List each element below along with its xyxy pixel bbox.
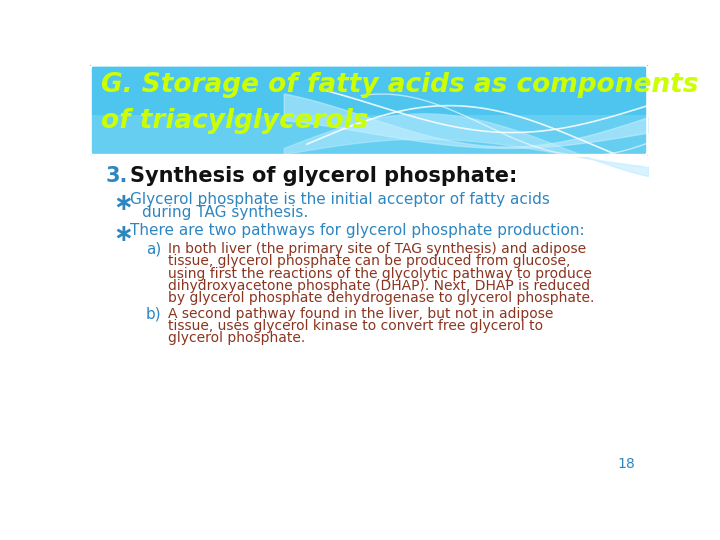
Text: ∗: ∗ xyxy=(113,222,133,246)
Text: 3.: 3. xyxy=(106,166,128,186)
Text: dihydroxyacetone phosphate (DHAP). Next, DHAP is reduced: dihydroxyacetone phosphate (DHAP). Next,… xyxy=(168,279,590,293)
Text: Synthesis of glycerol phosphate:: Synthesis of glycerol phosphate: xyxy=(130,166,518,186)
Text: 18: 18 xyxy=(618,457,636,471)
Text: by glycerol phosphate dehydrogenase to glycerol phosphate.: by glycerol phosphate dehydrogenase to g… xyxy=(168,291,594,305)
Text: using first the reactions of the glycolytic pathway to produce: using first the reactions of the glycoly… xyxy=(168,267,591,281)
Text: ∗: ∗ xyxy=(113,191,133,215)
Text: In both liver (the primary site of TAG synthesis) and adipose: In both liver (the primary site of TAG s… xyxy=(168,242,585,256)
Text: glycerol phosphate.: glycerol phosphate. xyxy=(168,331,305,345)
Text: tissue, uses glycerol kinase to convert free glycerol to: tissue, uses glycerol kinase to convert … xyxy=(168,319,543,333)
Text: G. Storage of fatty acids as components: G. Storage of fatty acids as components xyxy=(101,72,698,98)
Text: Glycerol phosphate is the initial acceptor of fatty acids: Glycerol phosphate is the initial accept… xyxy=(130,192,550,207)
Text: during TAG synthesis.: during TAG synthesis. xyxy=(142,205,308,220)
Bar xyxy=(90,65,648,156)
Text: There are two pathways for glycerol phosphate production:: There are two pathways for glycerol phos… xyxy=(130,222,585,238)
Text: A second pathway found in the liver, but not in adipose: A second pathway found in the liver, but… xyxy=(168,307,553,321)
Text: b): b) xyxy=(145,307,161,322)
Text: a): a) xyxy=(145,242,161,257)
Text: of triacylglycerols: of triacylglycerols xyxy=(101,108,369,134)
Text: tissue, glycerol phosphate can be produced from glucose,: tissue, glycerol phosphate can be produc… xyxy=(168,254,570,268)
Bar xyxy=(90,115,648,156)
